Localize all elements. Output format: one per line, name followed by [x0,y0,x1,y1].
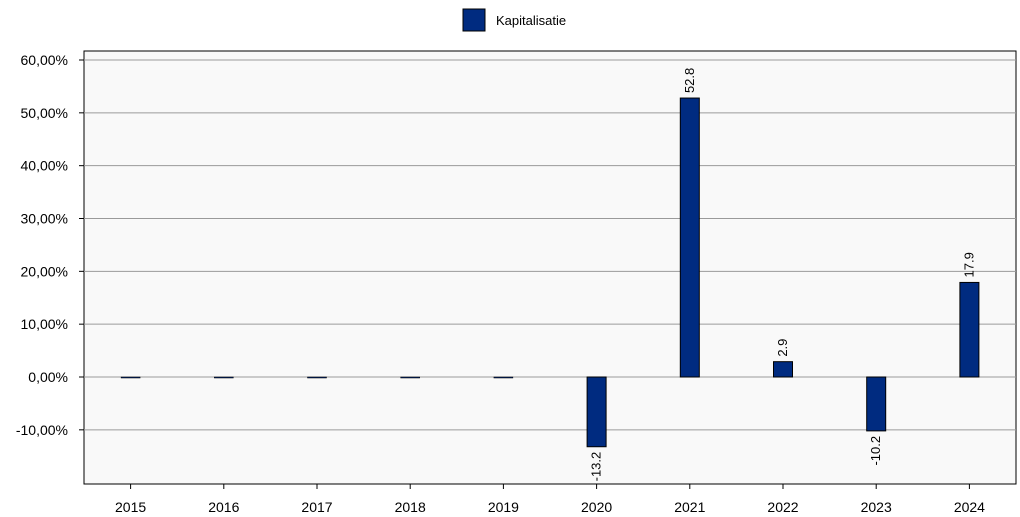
y-axis-tick-labels: -10,00% 0,00% 10,00% 20,00% 30,00% 40,00% 50,0… [16,52,84,438]
x-tick-label: 2020 [581,499,612,515]
y-tick-label: 10,00% [21,316,68,332]
data-label: 2.9 [775,339,790,357]
data-labels: -13.2 52.8 2.9 -10.2 17.9 [589,68,977,482]
bar [866,376,887,432]
bar [214,376,234,379]
bar [773,361,793,378]
bars [120,97,980,448]
legend: Kapitalisatie [462,8,566,32]
x-tick-label: 2018 [395,499,426,515]
data-label: -10.2 [868,436,883,466]
x-axis-tick-labels: 2015 2016 2017 2018 2019 2020 2021 2022 2023 2024 [115,484,985,515]
y-tick-label: 60,00% [21,52,68,68]
x-tick-label: 2017 [301,499,332,515]
x-tick-label: 2019 [488,499,519,515]
bar [400,376,420,379]
bar [679,97,700,378]
x-tick-label: 2016 [208,499,239,515]
y-tick-label: 50,00% [21,105,68,121]
x-tick-label: 2024 [954,499,985,515]
bar [586,376,607,448]
x-tick-label: 2023 [861,499,892,515]
plot-area [83,50,1017,485]
y-tick-label: 0,00% [28,369,68,385]
data-label: 52.8 [682,68,697,93]
bar [120,376,141,379]
data-label: -13.2 [589,452,604,482]
bar [493,376,514,379]
y-tick-label: -10,00% [16,422,68,438]
x-tick-label: 2015 [115,499,146,515]
data-label: 17.9 [961,252,976,277]
x-tick-label: 2022 [767,499,798,515]
bar [959,281,980,378]
grid-lines [84,59,1016,431]
x-tick-label: 2021 [674,499,705,515]
y-tick-label: 30,00% [21,211,68,227]
y-tick-label: 20,00% [21,263,68,279]
y-tick-label: 40,00% [21,158,68,174]
bar [307,376,327,379]
legend-label: Kapitalisatie [496,13,566,28]
legend-swatch [462,8,486,32]
